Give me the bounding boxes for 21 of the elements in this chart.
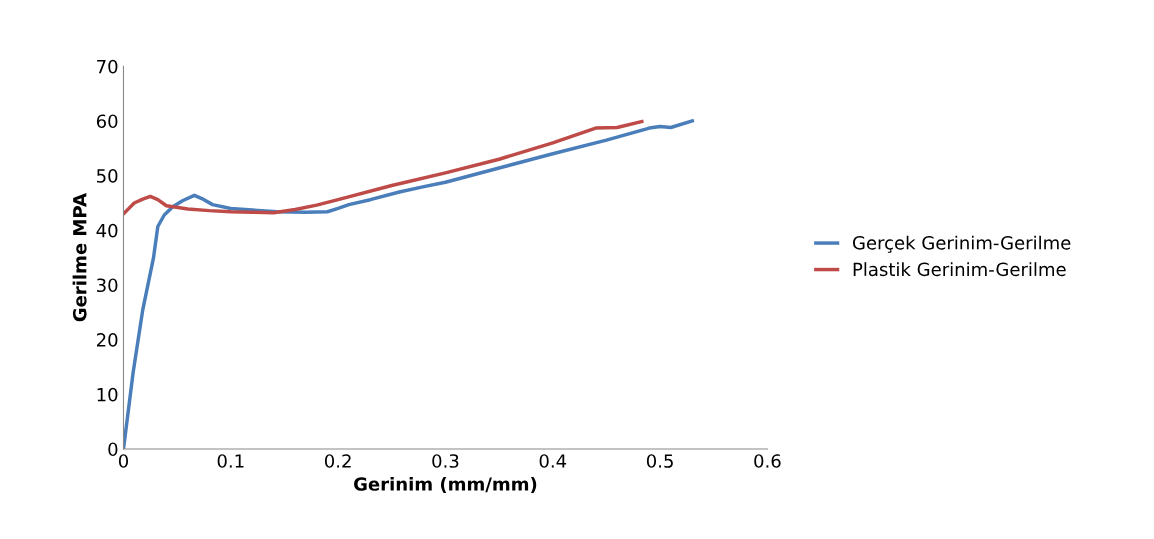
y-tick-label: 60 bbox=[96, 114, 118, 129]
legend-label: Plastik Gerinim-Gerilme bbox=[853, 262, 1066, 277]
x-tick-label: 0.5 bbox=[646, 454, 673, 468]
x-tick-label: 0.4 bbox=[539, 454, 567, 468]
y-tick-label: 50 bbox=[97, 169, 118, 183]
legend-label: Gerçek Gerinim-Gerilme bbox=[852, 235, 1071, 253]
y-tick-label: 70 bbox=[97, 59, 118, 74]
y-tick-label: 30 bbox=[97, 278, 118, 293]
y-tick-label: 40 bbox=[96, 223, 118, 238]
y-axis-title: Gerilme MPA bbox=[72, 193, 87, 322]
x-tick-label: 0.1 bbox=[217, 454, 244, 468]
x-tick-label: 0.3 bbox=[432, 454, 459, 468]
x-tick-label: 0.2 bbox=[324, 454, 351, 468]
x-axis-title: Gerinim (mm/mm) bbox=[354, 476, 537, 493]
y-tick-label: 0 bbox=[108, 442, 118, 457]
line-series bbox=[123, 119, 695, 449]
x-tick-label: 0.6 bbox=[754, 454, 781, 468]
line-series bbox=[123, 119, 644, 216]
y-tick-label: 20 bbox=[96, 333, 118, 347]
y-tick-label: 10 bbox=[97, 387, 118, 402]
x-tick-label: 0 bbox=[118, 454, 129, 468]
